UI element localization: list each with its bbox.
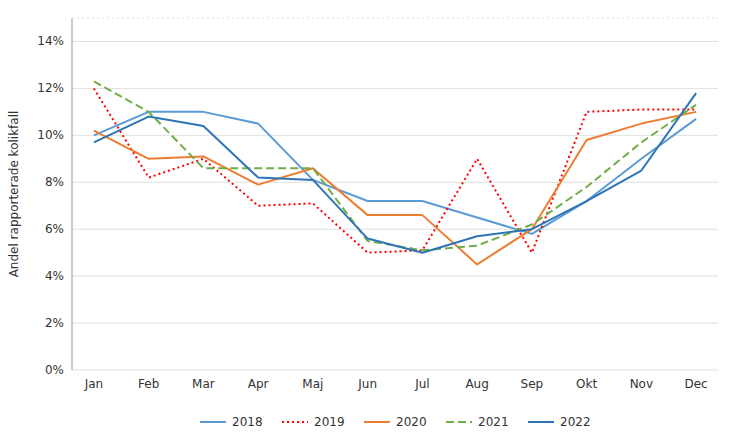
x-tick-label: Jan xyxy=(84,377,104,391)
x-tick-label: Okt xyxy=(576,377,597,391)
grid-line xyxy=(72,229,718,230)
legend-swatch xyxy=(282,421,308,423)
legend-label: 2018 xyxy=(232,415,263,429)
series-line xyxy=(94,112,696,265)
legend-label: 2020 xyxy=(396,415,427,429)
x-tick-label: Dec xyxy=(684,377,707,391)
legend-label: 2019 xyxy=(314,415,345,429)
x-tick-label: Mar xyxy=(192,377,215,391)
legend-swatch xyxy=(364,421,390,423)
series-line xyxy=(94,81,696,250)
grid-line xyxy=(72,323,718,324)
y-axis-label: Andel rapporterade kolikfall xyxy=(7,111,21,278)
x-tick-label: Feb xyxy=(138,377,159,391)
x-tick-label: Aug xyxy=(465,377,488,391)
y-grid xyxy=(72,41,718,370)
grid-line xyxy=(72,88,718,89)
y-tick-label: 14% xyxy=(37,34,64,48)
chart: 0% 2% 4% 6% 8% 10% 12% 14% Jan Feb Mar Apr Maj Jun Jul… xyxy=(0,0,738,444)
y-tick-label: 4% xyxy=(45,269,64,283)
y-tick-label: 6% xyxy=(45,222,64,236)
legend-swatch xyxy=(528,421,554,423)
legend-swatch xyxy=(446,421,472,423)
grid-line xyxy=(72,370,718,371)
grid-line xyxy=(72,41,718,42)
lines xyxy=(94,81,696,264)
y-tick-label: 12% xyxy=(37,81,64,95)
legend-swatch xyxy=(200,421,226,423)
series-line xyxy=(94,93,696,253)
y-tick-label: 2% xyxy=(45,316,64,330)
grid-line xyxy=(72,135,718,136)
y-tick-label: 0% xyxy=(45,363,64,377)
y-axis-line xyxy=(72,18,73,370)
range-top-line xyxy=(72,18,718,19)
legend: 2018 2019 2020 2021 2022 xyxy=(200,415,591,429)
x-tick-label: Maj xyxy=(302,377,323,391)
legend-label: 2021 xyxy=(478,415,509,429)
legend-label: 2022 xyxy=(560,415,591,429)
grid-line xyxy=(72,276,718,277)
x-tick-label: Nov xyxy=(630,377,653,391)
y-tick-label: 8% xyxy=(45,175,64,189)
y-tick-label: 10% xyxy=(37,128,64,142)
x-tick-label: Jul xyxy=(414,377,429,391)
x-tick-label: Jun xyxy=(357,377,377,391)
x-tick-label: Sep xyxy=(521,377,544,391)
x-tick-label: Apr xyxy=(248,377,269,391)
